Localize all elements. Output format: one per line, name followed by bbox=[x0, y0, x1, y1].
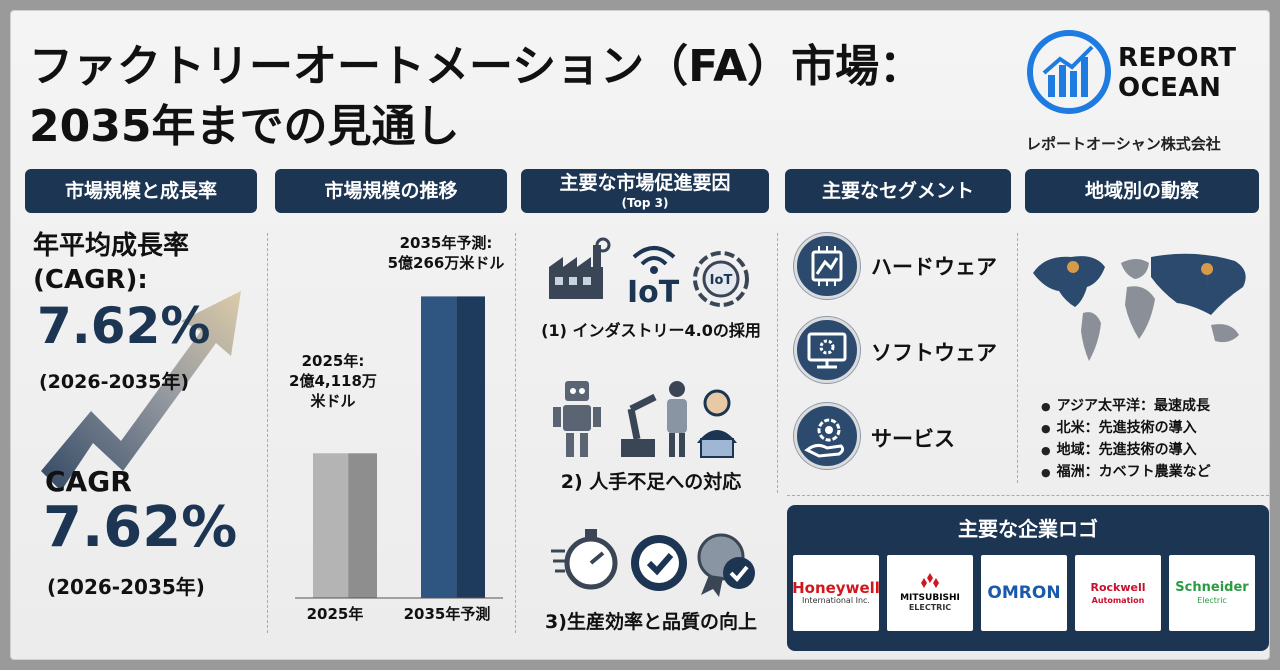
cagr-period-large: (2026-2035年) bbox=[47, 575, 205, 599]
region-europe: 福洲：カベフト農業など bbox=[1041, 461, 1211, 481]
driver-1: (1) インダストリー4.0の採用 bbox=[541, 321, 761, 340]
infographic-panel: ファクトリーオートメーション（FA）市場： 2035年までの見通し REPORT… bbox=[10, 10, 1270, 660]
x-tick-2035: 2035年予測 bbox=[403, 605, 491, 623]
cagr-label: 年平均成長率 (CAGR): bbox=[33, 231, 190, 295]
robot-workforce-icon bbox=[553, 381, 737, 458]
iot-gear-icon: IoT bbox=[693, 251, 749, 307]
divider bbox=[267, 233, 268, 633]
world-map-icon bbox=[1033, 253, 1246, 361]
region-north-america: 北米：先進技術の導入 bbox=[1041, 417, 1197, 437]
market-size-bar-chart bbox=[295, 296, 503, 599]
driver-3: 3)生産効率と品質の向上 bbox=[545, 611, 757, 633]
logo-schneider: Schneider Electric bbox=[1169, 555, 1255, 631]
logo-honeywell: Honeywell International Inc. bbox=[792, 555, 880, 631]
svg-text:IoT: IoT bbox=[710, 273, 733, 288]
segment-software: ソフトウェア bbox=[871, 341, 997, 365]
region-asia-pacific: アジア太平洋：最速成長 bbox=[1041, 395, 1210, 415]
service-gear-hand-icon bbox=[794, 403, 860, 469]
driver-2: 2) 人手不足への対応 bbox=[560, 471, 742, 493]
region-other: 地域：先進技術の導入 bbox=[1041, 439, 1197, 459]
title-line-1: ファクトリーオートメーション（FA）市場： bbox=[29, 41, 924, 92]
header-market-size: 市場規模と成長率 bbox=[25, 169, 257, 213]
factory-icon bbox=[549, 237, 611, 299]
growth-arrow-icon bbox=[41, 291, 241, 491]
header-market-trend: 市場規模の推移 bbox=[275, 169, 507, 213]
mitsubishi-diamonds-icon bbox=[921, 573, 939, 588]
header-segments: 主要なセグメント bbox=[785, 169, 1011, 213]
cagr-value-large: 7.62% bbox=[43, 495, 238, 560]
cagr-value: 7.62% bbox=[37, 297, 211, 355]
report-ocean-logo: REPORT OCEAN レポートオーシャン株式会社 bbox=[1026, 29, 1261, 159]
wifi-icon bbox=[632, 246, 676, 274]
divider bbox=[777, 233, 778, 493]
company-logos-title: 主要な企業ロゴ bbox=[958, 517, 1098, 541]
efficiency-quality-icon bbox=[551, 529, 755, 597]
software-monitor-icon bbox=[794, 317, 860, 383]
title-line-2: 2035年までの見通し bbox=[29, 101, 460, 152]
bar-label-2025: 2025年: 2億4,118万 米ドル bbox=[289, 352, 377, 410]
divider bbox=[515, 233, 516, 633]
logo-rockwell: Rockwell Automation bbox=[1075, 555, 1161, 631]
bar-2025 bbox=[313, 453, 377, 598]
company-logos-panel: 主要な企業ロゴ Honeywell International Inc. MIT… bbox=[787, 505, 1269, 651]
header-regions: 地域別の動察 bbox=[1025, 169, 1259, 213]
segment-hardware: ハードウェア bbox=[871, 255, 997, 279]
hardware-chip-icon bbox=[794, 233, 860, 299]
segment-services: サービス bbox=[871, 427, 955, 451]
bar-2035 bbox=[421, 296, 485, 598]
page-title: ファクトリーオートメーション（FA）市場： 2035年までの見通し bbox=[29, 37, 1009, 157]
logo-company-name: レポートオーシャン株式会社 bbox=[1026, 135, 1221, 153]
logo-wordmark: REPORT OCEAN bbox=[1118, 43, 1237, 103]
bar-label-2035: 2035年予測: 5億266万米ドル bbox=[387, 234, 505, 272]
logo-mitsubishi: MITSUBISHI ELECTRIC bbox=[887, 555, 973, 631]
x-tick-2025: 2025年 bbox=[306, 605, 364, 623]
logo-omron: OMRON bbox=[981, 555, 1067, 631]
header-drivers: 主要な市場促進要因 (Top 3) bbox=[521, 169, 769, 213]
iot-text: IoT bbox=[627, 275, 680, 310]
cagr-period: (2026-2035年) bbox=[39, 371, 190, 393]
divider bbox=[787, 495, 1269, 496]
logo-chart-icon bbox=[1027, 30, 1111, 114]
cagr-label-large: CAGR bbox=[45, 465, 132, 498]
divider bbox=[1017, 233, 1018, 483]
